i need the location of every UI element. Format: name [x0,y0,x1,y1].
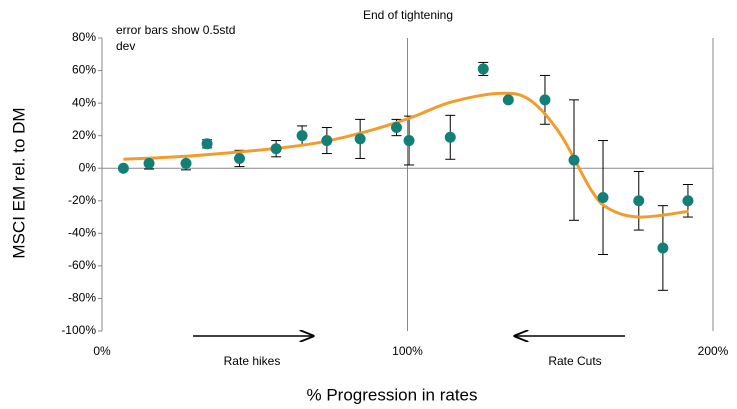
point [597,192,609,204]
point [633,195,645,207]
annotation: End of tightening [363,8,453,22]
point [354,133,366,145]
y-tick-label: -40% [68,226,96,240]
y-tick-label: 40% [72,95,96,109]
x-axis-title: % Progression in rates [306,385,477,404]
annotation: Rate Cuts [548,354,601,368]
x-tick-label: 200% [698,344,729,358]
point [682,195,694,207]
point [568,154,580,166]
point [657,242,669,254]
point [270,143,282,155]
y-tick-label: 60% [72,63,96,77]
point [321,135,333,147]
point [477,63,489,75]
point [117,162,129,174]
point [143,157,155,169]
point [391,122,403,134]
y-tick-label: 20% [72,128,96,142]
point [502,94,514,106]
point [444,131,456,143]
point [180,157,192,169]
y-tick-label: -20% [68,193,96,207]
y-tick-label: -80% [68,291,96,305]
point [539,94,551,106]
x-tick-label: 0% [93,344,111,358]
annotation: error bars show 0.5std dev [116,23,236,53]
y-tick-label: 80% [72,30,96,44]
point [201,138,213,150]
x-tick-label: 100% [392,344,423,358]
point [296,130,308,142]
y-axis-title: MSCI EM rel. to DM [9,107,28,258]
y-tick-label: -60% [68,258,96,272]
y-tick-label: -100% [61,323,96,337]
point [233,152,245,164]
point [403,135,415,147]
annotation: Rate hikes [224,354,281,368]
y-tick-label: 0% [79,160,97,174]
